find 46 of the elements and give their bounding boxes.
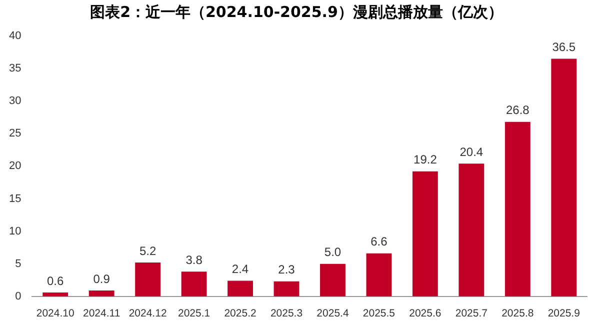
bar <box>412 171 438 296</box>
y-tick-label: 15 <box>8 192 22 205</box>
y-tick-label: 10 <box>8 225 22 238</box>
data-label: 5.0 <box>324 245 342 260</box>
data-label: 6.6 <box>370 234 388 249</box>
bar <box>42 292 68 296</box>
y-tick-label: 40 <box>8 30 22 42</box>
data-label: 26.8 <box>506 103 530 118</box>
y-tick-label: 20 <box>8 160 22 172</box>
bar <box>88 290 114 296</box>
y-tick-label: 25 <box>8 128 22 140</box>
data-label: 0.9 <box>93 272 110 286</box>
x-tick-label: 2024.12 <box>128 308 167 320</box>
y-tick-label: 0 <box>15 290 22 302</box>
bar <box>366 253 392 296</box>
bar <box>274 281 300 296</box>
y-tick-label: 30 <box>8 95 22 108</box>
x-tick-label: 2025.4 <box>316 308 349 320</box>
y-tick-label: 35 <box>8 62 22 75</box>
data-label: 5.2 <box>139 244 156 258</box>
data-label: 2.4 <box>232 262 249 276</box>
bar <box>320 264 346 296</box>
chart-title: 图表2：近一年（2024.10-2025.9）漫剧总播放量（亿次） <box>90 2 503 21</box>
x-tick-label: 2025.3 <box>270 308 303 320</box>
x-tick-label: 2025.9 <box>548 308 580 320</box>
y-tick-label: 5 <box>15 258 22 270</box>
x-tick-label: 2025.7 <box>455 308 488 320</box>
data-label: 3.8 <box>186 252 203 267</box>
bar <box>504 122 530 296</box>
x-tick-label: 2024.10 <box>36 308 74 320</box>
data-label: 19.2 <box>414 152 438 167</box>
bar <box>228 280 253 296</box>
x-tick-label: 2024.11 <box>82 308 120 320</box>
bar <box>458 164 484 296</box>
x-tick-label: 2025.1 <box>178 308 210 320</box>
x-tick-label: 2025.5 <box>362 308 396 320</box>
x-tick-label: 2025.8 <box>502 308 534 320</box>
bar <box>181 272 207 296</box>
bar <box>135 262 161 296</box>
x-tick-label: 2025.6 <box>409 308 442 320</box>
data-label: 0.6 <box>47 274 64 288</box>
bar <box>551 58 577 296</box>
x-tick-label: 2025.2 <box>224 308 256 320</box>
data-label: 36.5 <box>552 40 576 54</box>
data-label: 2.3 <box>278 262 296 277</box>
data-label: 20.4 <box>460 144 484 159</box>
